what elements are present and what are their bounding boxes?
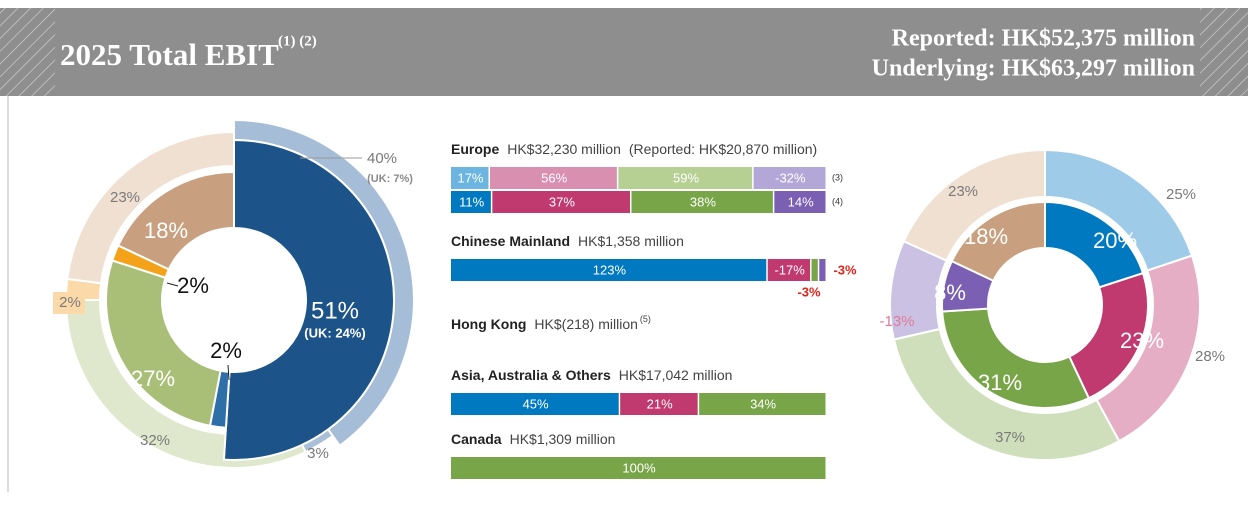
outer-value-label: 32%	[140, 432, 170, 449]
label-box	[53, 292, 85, 314]
inner-value-label: 51%	[311, 297, 359, 324]
group-name: Chinese Mainland	[451, 233, 570, 249]
donut-segment	[105, 259, 222, 427]
bar-value-label: 34%	[750, 396, 776, 411]
group-title: Asia, Australia & Others HK$17,042 millio…	[451, 367, 732, 383]
bar-segment	[451, 167, 489, 189]
header-hatch	[0, 8, 55, 96]
bar-segment	[451, 259, 767, 281]
bar-value-label: 56%	[541, 170, 567, 185]
donut-segment	[941, 307, 1091, 409]
group-title: Chinese Mainland HK$1,358 million	[451, 233, 684, 249]
bar-value-label: 123%	[593, 262, 627, 277]
donut-hole	[163, 229, 305, 371]
header-title-note: (1) (2)	[278, 33, 317, 49]
group-name: Europe	[451, 141, 499, 157]
sub-label: (UK: 7%)	[367, 173, 413, 185]
donut-segment	[222, 138, 396, 461]
group-title: Europe HK$32,230 million (Reported: HK$20,…	[451, 141, 817, 157]
bar-value-label: 14%	[788, 194, 814, 209]
bar-segment	[489, 167, 617, 189]
bar-segment	[618, 167, 753, 189]
outer-value-label: 3%	[307, 445, 329, 462]
outer-value-label: 28%	[1195, 348, 1225, 365]
group-note: (Reported: HK$20,870 million)	[629, 141, 817, 157]
inner-value-label: 18%	[144, 218, 188, 243]
bar-value-label: 17%	[457, 170, 483, 185]
group-amount: HK$17,042 million	[619, 367, 733, 383]
donut-segment	[116, 170, 235, 271]
outer-value-label: 23%	[110, 189, 140, 206]
group-footnote: (5)	[640, 314, 651, 324]
bar-value-label: 45%	[523, 396, 549, 411]
donut-segment	[950, 200, 1046, 283]
group-amount: HK$(218) million	[534, 316, 637, 332]
bar-value-label: -17%	[774, 262, 805, 277]
row-footnote: (3)	[832, 172, 843, 182]
bar-value-label: 37%	[549, 194, 575, 209]
bar-segment	[492, 191, 630, 213]
donut-hole	[989, 249, 1101, 361]
bar-value-label: -32%	[775, 170, 806, 185]
outer-value-label: 23%	[948, 183, 978, 200]
bar-value-label: 21%	[647, 396, 673, 411]
group-name: Asia, Australia & Others	[451, 367, 611, 383]
bar-segment	[451, 191, 491, 213]
outer-value-label: 25%	[1166, 186, 1196, 203]
bar-value-label: 38%	[690, 194, 716, 209]
group-name: Canada	[451, 431, 502, 447]
header-band	[0, 8, 1248, 96]
group-title: Canada HK$1,309 million	[451, 431, 615, 447]
leader-line	[227, 364, 230, 381]
inner-value-label: 2%	[210, 338, 242, 363]
bar-segment	[620, 393, 698, 415]
header-title: 2025 Total EBIT	[60, 37, 279, 72]
bar-value-label: 59%	[673, 170, 699, 185]
inner-value-label: 27%	[131, 366, 175, 391]
outer-value-label: 40%	[367, 150, 397, 167]
bar-segment	[811, 259, 818, 281]
bar-value-label: -3%	[797, 284, 821, 299]
bar-segment	[753, 167, 826, 189]
header-hatch	[1200, 8, 1248, 96]
bar-segment	[819, 259, 826, 281]
group-amount: HK$1,309 million	[510, 431, 616, 447]
outer-value-label: 37%	[995, 429, 1025, 446]
outer-value-label: -13%	[879, 313, 914, 330]
group-name: Hong Kong	[451, 316, 526, 332]
sub-label: (UK: 24%)	[304, 325, 365, 340]
group-title: Hong Kong HK$(218) million (5)	[451, 314, 651, 331]
bar-segment	[767, 259, 811, 281]
bar-value-label: -3%	[833, 262, 857, 277]
inner-value-label: 31%	[978, 370, 1022, 395]
leader-line	[166, 282, 179, 287]
bar-value-label: 11%	[459, 194, 484, 209]
bar-segment	[774, 191, 826, 213]
donut-segment	[66, 130, 235, 285]
outer-value-label: 2%	[59, 294, 81, 311]
inner-value-label: 23%	[1120, 328, 1164, 353]
bar-segment	[631, 191, 773, 213]
group-amount: HK$32,230 million	[507, 141, 621, 157]
inner-value-label: 20%	[1093, 228, 1137, 253]
inner-value-label: 2%	[177, 273, 209, 298]
bar-segment	[451, 457, 826, 479]
inner-value-label: 18%	[964, 224, 1008, 249]
inner-value-label: 8%	[934, 280, 966, 305]
header-underlying: Underlying: HK$63,297 million	[872, 56, 1195, 82]
bar-segment	[451, 393, 619, 415]
row-footnote: (4)	[832, 196, 843, 206]
bar-segment	[699, 393, 826, 415]
group-amount: HK$1,358 million	[578, 233, 684, 249]
header-reported: Reported: HK$52,375 million	[892, 26, 1195, 52]
bar-value-label: 100%	[622, 460, 656, 475]
donut-segment	[902, 148, 1046, 262]
